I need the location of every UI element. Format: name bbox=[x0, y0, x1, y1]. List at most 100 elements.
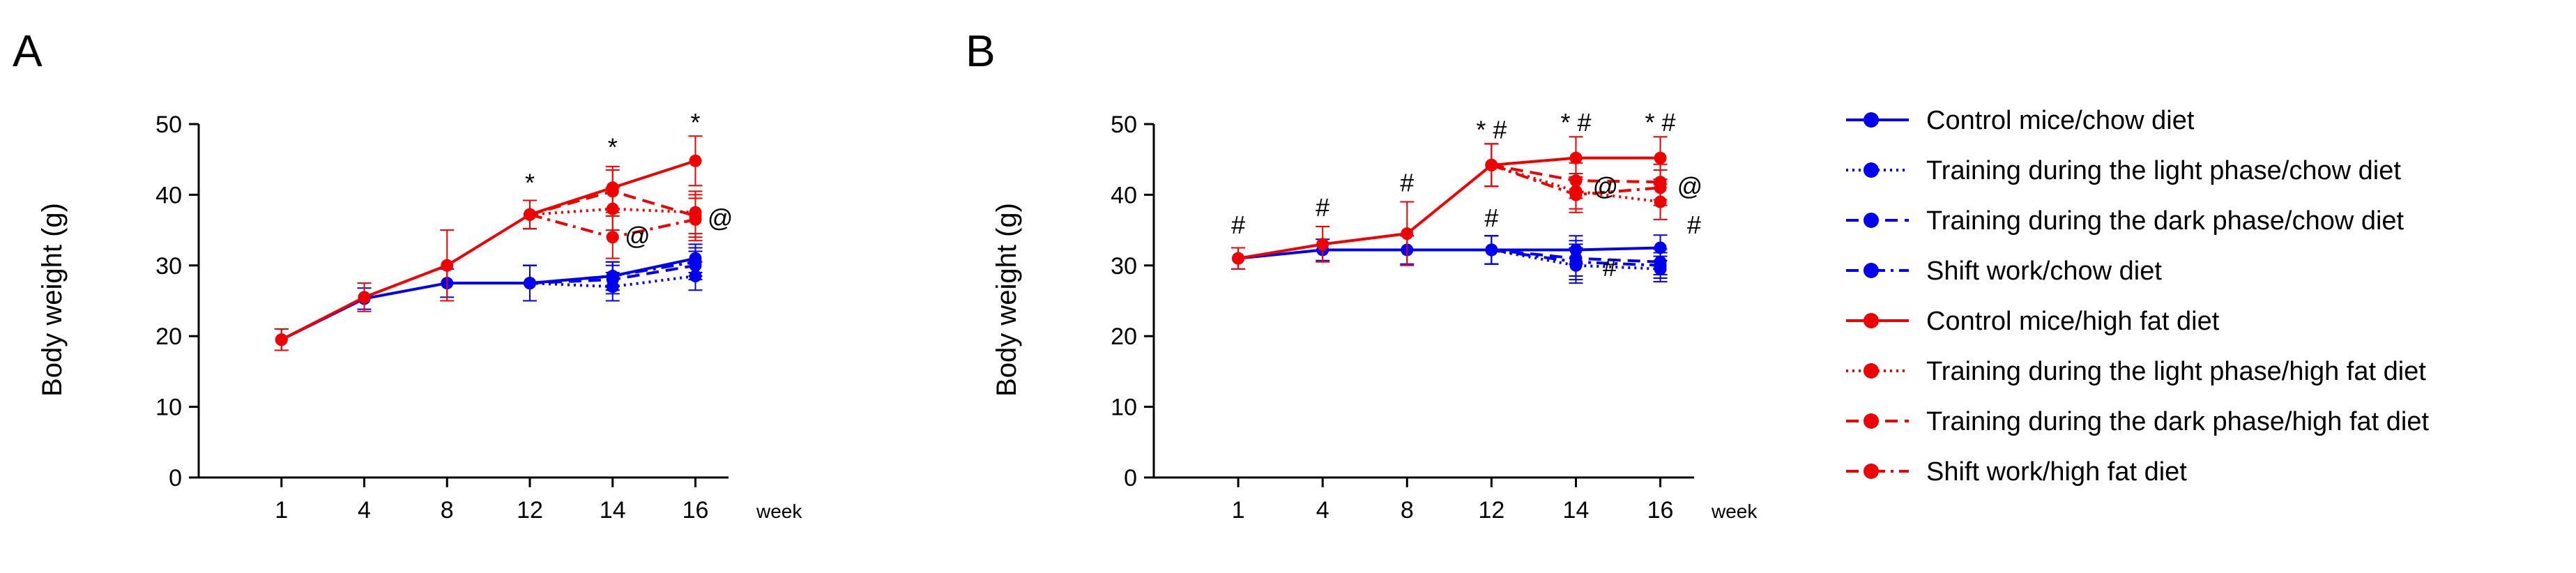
data-point bbox=[524, 277, 536, 290]
y-tick-label: 40 bbox=[1111, 182, 1137, 208]
significance-marker: @ bbox=[1593, 171, 1619, 200]
legend-item: Control mice/high fat diet bbox=[1846, 307, 2220, 336]
data-point bbox=[689, 213, 702, 226]
significance-marker: * # bbox=[1560, 108, 1591, 137]
legend-item: Control mice/chow diet bbox=[1846, 106, 2195, 135]
data-point bbox=[1654, 181, 1667, 194]
legend-item: Training during the dark phase/high fat … bbox=[1846, 407, 2429, 436]
x-tick-label: 4 bbox=[358, 497, 371, 524]
y-tick-label: 0 bbox=[169, 465, 182, 491]
y-tick-label: 50 bbox=[1111, 112, 1137, 138]
legend-swatch-marker bbox=[1864, 413, 1879, 429]
data-point bbox=[606, 231, 619, 244]
legend-swatch-marker bbox=[1864, 464, 1879, 479]
data-point bbox=[1654, 259, 1667, 272]
significance-marker: @ bbox=[1677, 171, 1703, 200]
y-tick-label: 20 bbox=[155, 323, 182, 350]
legend-item: Training during the dark phase/chow diet bbox=[1846, 206, 2404, 236]
legend-label: Control mice/chow diet bbox=[1926, 106, 2195, 135]
data-point bbox=[1569, 151, 1583, 165]
significance-marker: # bbox=[1316, 193, 1329, 222]
legend-label: Training during the dark phase/high fat … bbox=[1926, 407, 2429, 436]
significance-marker: # bbox=[1603, 253, 1617, 282]
data-point bbox=[1569, 243, 1583, 257]
x-tick-label: 12 bbox=[517, 497, 543, 524]
y-tick-label: 30 bbox=[1111, 253, 1137, 280]
series-line bbox=[280, 159, 696, 342]
legend-item: Shift work/chow diet bbox=[1846, 257, 2162, 286]
legend-label: Shift work/chow diet bbox=[1926, 257, 2162, 286]
data-point bbox=[275, 333, 288, 346]
x-tick-label: 16 bbox=[683, 497, 709, 524]
legend-item: Training during the light phase/chow die… bbox=[1846, 156, 2401, 185]
series-1 bbox=[274, 243, 703, 351]
significance-marker: # bbox=[1484, 204, 1498, 232]
y-axis-title: Body weight (g) bbox=[37, 203, 68, 397]
legend-swatch-marker bbox=[1864, 313, 1879, 328]
data-point bbox=[1654, 151, 1667, 165]
x-unit-label: week bbox=[1711, 501, 1758, 522]
y-tick-label: 20 bbox=[1111, 323, 1137, 350]
data-point bbox=[1232, 252, 1245, 265]
panel-letter: A bbox=[13, 26, 43, 76]
data-point bbox=[1485, 243, 1498, 257]
data-point bbox=[1569, 188, 1583, 201]
legend-swatch-marker bbox=[1864, 363, 1879, 379]
significance-marker: # bbox=[1231, 211, 1245, 239]
y-tick-label: 50 bbox=[155, 112, 182, 138]
data-point bbox=[606, 181, 619, 194]
panel-letter: B bbox=[966, 26, 996, 76]
x-tick-label: 14 bbox=[600, 497, 626, 524]
significance-marker: * bbox=[690, 108, 700, 137]
legend-label: Shift work/high fat diet bbox=[1926, 457, 2187, 487]
x-tick-label: 16 bbox=[1647, 497, 1674, 524]
data-point bbox=[524, 208, 536, 221]
data-point bbox=[358, 291, 371, 304]
legend-item: Training during the light phase/high fat… bbox=[1846, 357, 2426, 386]
x-tick-label: 8 bbox=[441, 497, 454, 524]
legend-swatch-marker bbox=[1864, 263, 1879, 278]
significance-marker: @ bbox=[708, 204, 733, 232]
legend-swatch-marker bbox=[1864, 112, 1879, 128]
data-point bbox=[606, 270, 619, 283]
data-point bbox=[689, 252, 702, 265]
x-tick-label: 4 bbox=[1316, 497, 1329, 524]
legend: Control mice/chow diet Training during th… bbox=[1846, 106, 2429, 487]
y-tick-label: 0 bbox=[1124, 465, 1137, 491]
significance-marker: # bbox=[1400, 168, 1414, 197]
legend-label: Training during the light phase/high fat… bbox=[1926, 357, 2426, 386]
data-point bbox=[689, 154, 702, 167]
x-unit-label: week bbox=[756, 501, 802, 522]
x-tick-label: 12 bbox=[1478, 497, 1504, 524]
legend-label: Training during the dark phase/chow diet bbox=[1926, 206, 2404, 236]
y-axis-title: Body weight (g) bbox=[991, 203, 1022, 397]
data-point bbox=[1401, 227, 1414, 240]
x-tick-label: 14 bbox=[1563, 497, 1590, 524]
y-tick-label: 10 bbox=[1111, 395, 1137, 421]
y-tick-label: 30 bbox=[155, 253, 182, 280]
series-line bbox=[1237, 156, 1661, 260]
significance-marker: @ bbox=[625, 221, 650, 250]
x-tick-label: 8 bbox=[1401, 497, 1414, 524]
data-point bbox=[1316, 238, 1329, 251]
legend-label: Control mice/high fat diet bbox=[1926, 307, 2220, 336]
data-point bbox=[1654, 241, 1667, 254]
legend-swatch-marker bbox=[1864, 162, 1879, 178]
data-point bbox=[1485, 158, 1498, 171]
series-line bbox=[1237, 246, 1661, 260]
series-line bbox=[280, 257, 696, 342]
x-tick-label: 1 bbox=[1232, 497, 1245, 524]
data-point bbox=[441, 259, 454, 272]
series-5 bbox=[1231, 136, 1668, 270]
y-tick-label: 10 bbox=[155, 395, 182, 421]
series-5 bbox=[274, 135, 703, 351]
significance-marker: * bbox=[525, 168, 535, 197]
significance-marker: * # bbox=[1645, 108, 1676, 137]
legend-item: Shift work/high fat diet bbox=[1846, 457, 2187, 487]
legend-label: Training during the light phase/chow die… bbox=[1926, 156, 2401, 185]
significance-marker: # bbox=[1687, 211, 1701, 239]
y-tick-label: 40 bbox=[155, 182, 182, 208]
